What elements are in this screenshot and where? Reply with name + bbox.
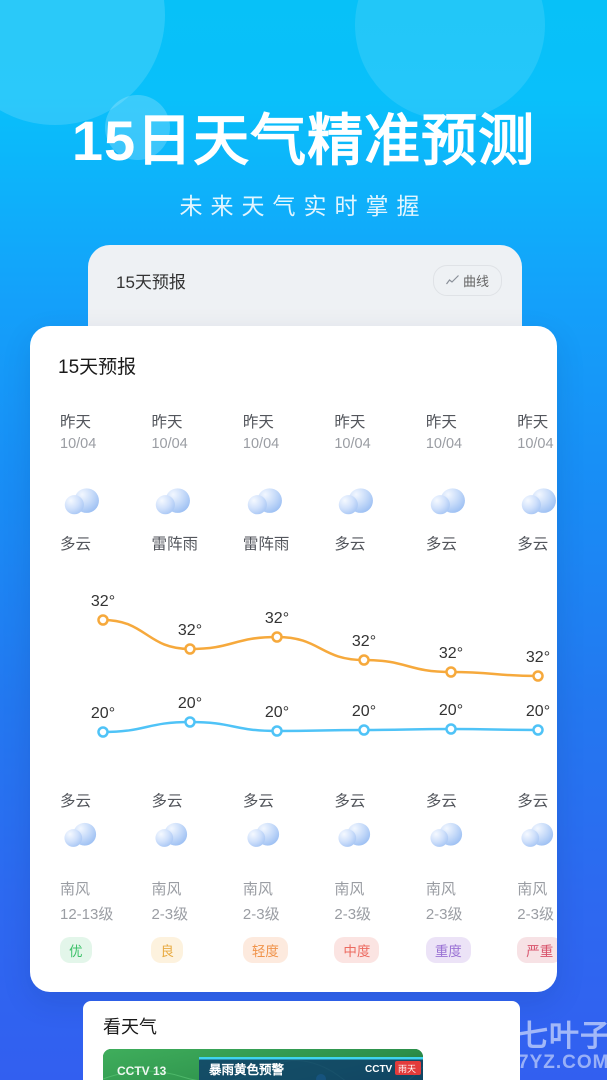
svg-text:32°: 32° (91, 593, 115, 610)
svg-text:32°: 32° (439, 645, 463, 662)
svg-text:20°: 20° (91, 705, 115, 722)
svg-text:暴雨黄色预警: 暴雨黄色预警 (208, 1062, 285, 1077)
svg-text:七叶子: 七叶子 (518, 1020, 607, 1053)
svg-text:CCTV: CCTV (365, 1064, 393, 1075)
svg-text:20°: 20° (439, 702, 463, 719)
svg-text:20°: 20° (526, 703, 550, 720)
svg-text:32°: 32° (526, 649, 550, 666)
svg-text:32°: 32° (352, 633, 376, 650)
svg-text:雨天: 雨天 (398, 1064, 416, 1074)
svg-text:20°: 20° (352, 703, 376, 720)
svg-text:20°: 20° (178, 695, 202, 712)
svg-text:CCTV 13: CCTV 13 (117, 1064, 167, 1078)
svg-text:7YZ.COM: 7YZ.COM (518, 1052, 607, 1073)
svg-text:20°: 20° (265, 704, 289, 721)
svg-text:32°: 32° (265, 610, 289, 627)
svg-text:32°: 32° (178, 622, 202, 639)
